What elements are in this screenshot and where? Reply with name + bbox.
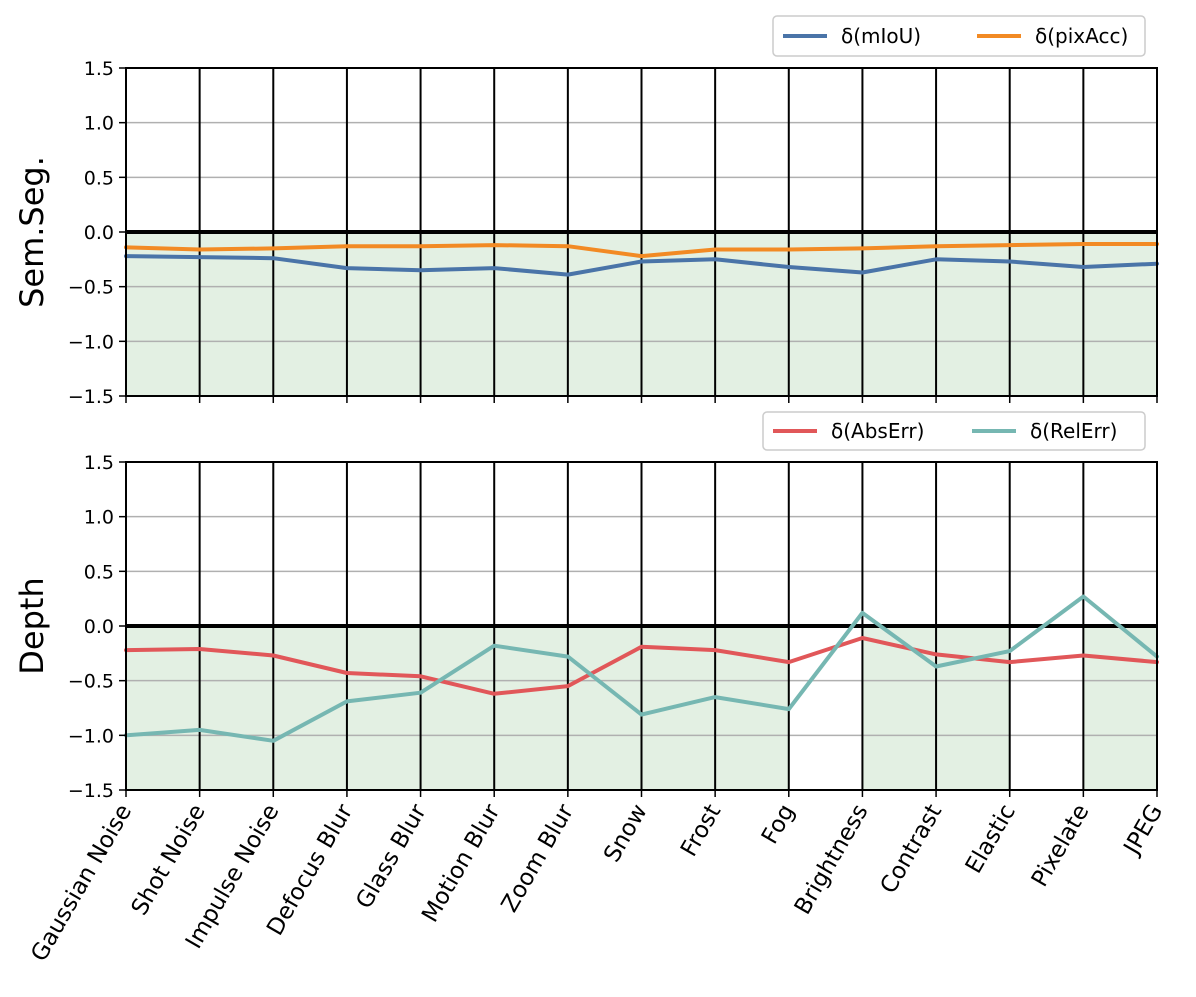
negative-region-shade <box>936 232 1010 396</box>
series-line <box>124 636 1159 696</box>
y-axis-label: Depth <box>13 577 51 674</box>
x-tick-label: Brightness <box>790 800 874 919</box>
y-tick-label: 0.5 <box>84 167 114 189</box>
legend-label: δ(AbsErr) <box>831 419 924 443</box>
negative-region-shade <box>1083 626 1157 790</box>
negative-region-shade <box>346 626 421 790</box>
x-tick-label: Fog <box>757 800 800 849</box>
legend-box <box>762 411 1146 451</box>
negative-region-shade <box>1009 232 1084 396</box>
y-tick-label: 1.5 <box>84 58 114 80</box>
negative-region-shade <box>936 626 1010 790</box>
y-tick-label: 0.0 <box>84 616 114 638</box>
y-tick-label: 1.0 <box>84 507 114 529</box>
series-line <box>124 594 1159 743</box>
negative-region-shade <box>346 232 421 396</box>
legend-label: δ(pixAcc) <box>1035 24 1128 48</box>
y-tick-label: 1.0 <box>84 113 114 135</box>
y-tick-label: 1.5 <box>84 452 114 474</box>
legend: δ(mIoU) δ(pixAcc) <box>772 15 1146 57</box>
negative-region-shade <box>494 232 568 396</box>
axes-frame <box>125 67 1158 397</box>
x-tick-label: Zoom Blur <box>497 800 580 917</box>
negative-region-shade <box>641 626 716 790</box>
x-tick-label: Motion Blur <box>417 800 506 927</box>
legend-label: δ(RelErr) <box>1030 419 1117 443</box>
negative-region-shade <box>715 232 789 396</box>
y-tick-label: −0.5 <box>68 277 114 299</box>
y-tick-label: −1.5 <box>68 386 114 408</box>
x-tick-label: Frost <box>676 800 726 861</box>
negative-region-shade <box>273 232 347 396</box>
y-tick-label: 0.5 <box>84 561 114 583</box>
x-tick-label: Glass Blur <box>351 800 432 914</box>
y-axis-label: Sem.Seg. <box>13 156 51 308</box>
negative-region-shade <box>862 232 937 396</box>
legend: δ(AbsErr) δ(RelErr) <box>762 411 1146 451</box>
x-tick-label: Shot Noise <box>127 800 211 920</box>
x-tick-label: JPEG <box>1118 800 1168 861</box>
negative-region-shade <box>126 232 200 396</box>
x-tick-label: Snow <box>599 800 653 867</box>
y-tick-label: −1.0 <box>68 331 114 353</box>
negative-region-shade <box>567 232 642 396</box>
y-tick-label: −1.5 <box>68 780 114 802</box>
negative-region-shade <box>1083 232 1157 396</box>
negative-region-shade <box>788 232 863 396</box>
x-tick-label: Pixelate <box>1027 800 1095 891</box>
y-tick-label: −0.5 <box>68 671 114 693</box>
legend-label: δ(mIoU) <box>841 24 921 48</box>
y-tick-label: −1.0 <box>68 725 114 747</box>
axes-frame <box>125 461 1158 791</box>
series-line <box>124 254 1159 277</box>
legend-box <box>772 15 1146 57</box>
x-tick-label: Contrast <box>876 800 948 898</box>
x-tick-label: Elastic <box>961 800 1021 878</box>
series-line <box>124 242 1159 259</box>
negative-region-shade <box>420 232 495 396</box>
negative-region-shade <box>126 626 200 790</box>
y-tick-label: 0.0 <box>84 222 114 244</box>
x-tick-label: Gaussian Noise <box>26 800 137 966</box>
